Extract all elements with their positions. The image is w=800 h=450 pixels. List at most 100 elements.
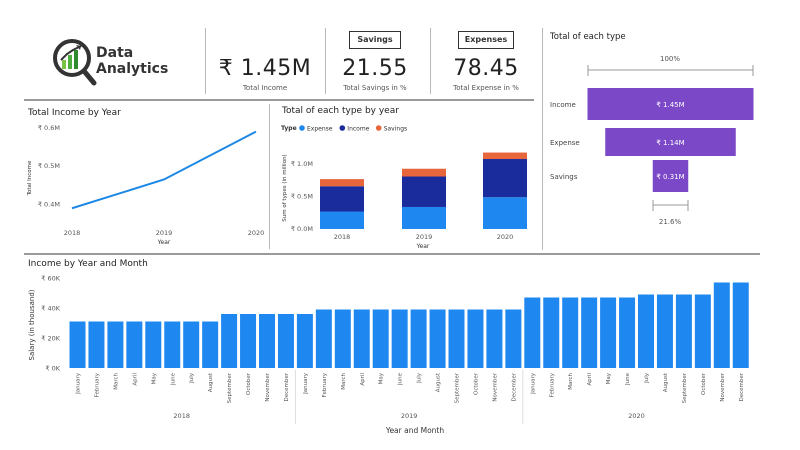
month-label: January <box>303 372 309 395</box>
funnel-bar-expense[interactable] <box>605 128 736 156</box>
month-bar-2020-december[interactable] <box>732 282 749 369</box>
month-label: February <box>322 372 328 397</box>
stacked-bar-savings-2019[interactable] <box>402 168 446 177</box>
divider <box>325 28 326 94</box>
month-bar-2020-september[interactable] <box>675 294 692 369</box>
month-bar-2019-august[interactable] <box>429 309 446 369</box>
month-bar-2018-july[interactable] <box>183 321 200 369</box>
month-bar-2020-november[interactable] <box>713 282 730 369</box>
month-label: October <box>246 372 252 395</box>
legend-label: Savings <box>384 126 407 133</box>
legend-marker <box>339 125 346 131</box>
month-bar-2019-january[interactable] <box>296 314 313 368</box>
month-label: February <box>549 372 555 397</box>
month-bar-2019-march[interactable] <box>334 309 351 369</box>
month-bar-2020-june[interactable] <box>619 297 636 369</box>
month-bar-2020-october[interactable] <box>694 294 711 369</box>
stacked-bar-expense-2020[interactable] <box>483 197 527 229</box>
month-label: June <box>398 372 404 386</box>
month-bar-2020-july[interactable] <box>638 294 654 369</box>
x-tick-label: 2020 <box>248 229 264 237</box>
month-bar-2019-february[interactable] <box>315 309 332 369</box>
month-bar-2018-may[interactable] <box>145 321 162 369</box>
month-bar-2020-august[interactable] <box>656 294 673 369</box>
month-bar-2018-march[interactable] <box>107 321 124 369</box>
month-label: April <box>587 373 593 386</box>
section-separator <box>24 253 760 255</box>
month-label: July <box>644 372 650 384</box>
month-bar-2019-may[interactable] <box>372 309 389 369</box>
month-label: September <box>455 372 461 403</box>
y-tick-label: ₹ 0.5M <box>291 193 313 201</box>
stacked-bar-income-2020[interactable] <box>483 159 527 198</box>
month-bar-2018-february[interactable] <box>88 321 105 369</box>
stacked-bar-expense-2019[interactable] <box>402 206 446 229</box>
month-label: April <box>360 373 366 386</box>
month-bar-2019-december[interactable] <box>505 309 522 369</box>
month-bar-2019-october[interactable] <box>467 309 484 369</box>
month-bar-2018-april[interactable] <box>126 321 143 369</box>
month-bar-2020-march[interactable] <box>562 297 579 369</box>
month-label: August <box>208 372 214 392</box>
x-tick-label: 2019 <box>416 233 433 241</box>
month-label: December <box>739 372 745 401</box>
month-bar-2018-november[interactable] <box>259 314 275 368</box>
month-label: October <box>701 372 707 395</box>
funnel-value-label: ₹ 0.31M <box>656 173 684 181</box>
funnel-chart: 100% ₹ 1.45M Income ₹ 1.14M Expense ₹ 0.31M S… <box>550 55 754 226</box>
month-bar-2018-august[interactable] <box>202 321 219 369</box>
stacked-bar-income-2018[interactable] <box>320 186 364 212</box>
month-bar-2020-february[interactable] <box>543 297 560 369</box>
monthly-bar-chart: ₹ 60K ₹ 40K ₹ 20K ₹ 0K January February March… <box>28 275 749 435</box>
funnel-title: Total of each type <box>550 32 626 42</box>
month-bar-2019-april[interactable] <box>353 309 370 369</box>
month-bar-2020-april[interactable] <box>581 297 598 369</box>
month-bar-2018-january[interactable] <box>69 321 86 369</box>
funnel-category-label: Expense <box>550 139 580 147</box>
legend-marker <box>375 125 382 131</box>
x-tick-label: 2020 <box>497 233 514 241</box>
month-bar-2018-december[interactable] <box>277 314 294 368</box>
stacked-bar-savings-2020[interactable] <box>483 152 527 160</box>
month-bar-2019-november[interactable] <box>486 309 503 369</box>
month-bar-2019-june[interactable] <box>391 309 408 369</box>
month-bar-2020-january[interactable] <box>524 297 541 369</box>
funnel-value-label: ₹ 1.45M <box>656 101 684 109</box>
stacked-y-axis-label: Sum of types (in million) <box>282 154 288 221</box>
month-label: March <box>113 373 119 390</box>
x-tick-label: 2019 <box>156 229 173 237</box>
funnel-bar-income[interactable] <box>587 88 754 120</box>
stacked-bar-chart: Type Expense Income Savings ₹ 1.0M ₹ 0.5M ₹ … <box>281 125 527 250</box>
month-label: December <box>284 372 290 401</box>
year-label: 2019 <box>401 412 418 420</box>
logo: Data Analytics <box>50 34 180 94</box>
y-tick-label: ₹ 0.0M <box>291 225 313 233</box>
month-bar-2019-september[interactable] <box>448 309 465 369</box>
kpi-total-income-value: ₹ 1.45M <box>218 56 312 81</box>
legend-label: Income <box>347 126 369 133</box>
month-bar-2018-june[interactable] <box>164 321 181 369</box>
legend-title: Type <box>281 125 297 132</box>
funnel-bar-savings[interactable] <box>652 160 689 192</box>
month-label: December <box>511 372 517 401</box>
line-x-axis-label: Year <box>157 239 171 246</box>
monthly-x-axis-label: Year and Month <box>385 426 445 435</box>
stacked-bar-income-2019[interactable] <box>402 176 446 207</box>
line-chart: ₹ 0.6M ₹ 0.5M ₹ 0.4M 2018 2019 2020 Year Tot… <box>27 124 264 246</box>
kpi-expenses-value: 78.45 <box>453 56 519 81</box>
month-label: November <box>265 372 271 401</box>
month-label: May <box>379 372 385 384</box>
month-bar-2019-july[interactable] <box>410 309 427 369</box>
month-bar-2018-october[interactable] <box>240 314 257 368</box>
month-label: May <box>606 372 612 384</box>
month-label: April <box>132 373 138 386</box>
savings-box: Savings <box>349 31 401 49</box>
stacked-bar-savings-2018[interactable] <box>320 179 364 187</box>
stacked-bar-expense-2018[interactable] <box>320 211 364 229</box>
month-bar-2018-september[interactable] <box>221 314 238 368</box>
y-tick-label: ₹ 1.0M <box>291 160 313 168</box>
month-bar-2020-may[interactable] <box>600 297 617 369</box>
month-label: January <box>530 372 536 395</box>
divider <box>542 28 543 250</box>
funnel-top-percent: 100% <box>660 55 680 63</box>
